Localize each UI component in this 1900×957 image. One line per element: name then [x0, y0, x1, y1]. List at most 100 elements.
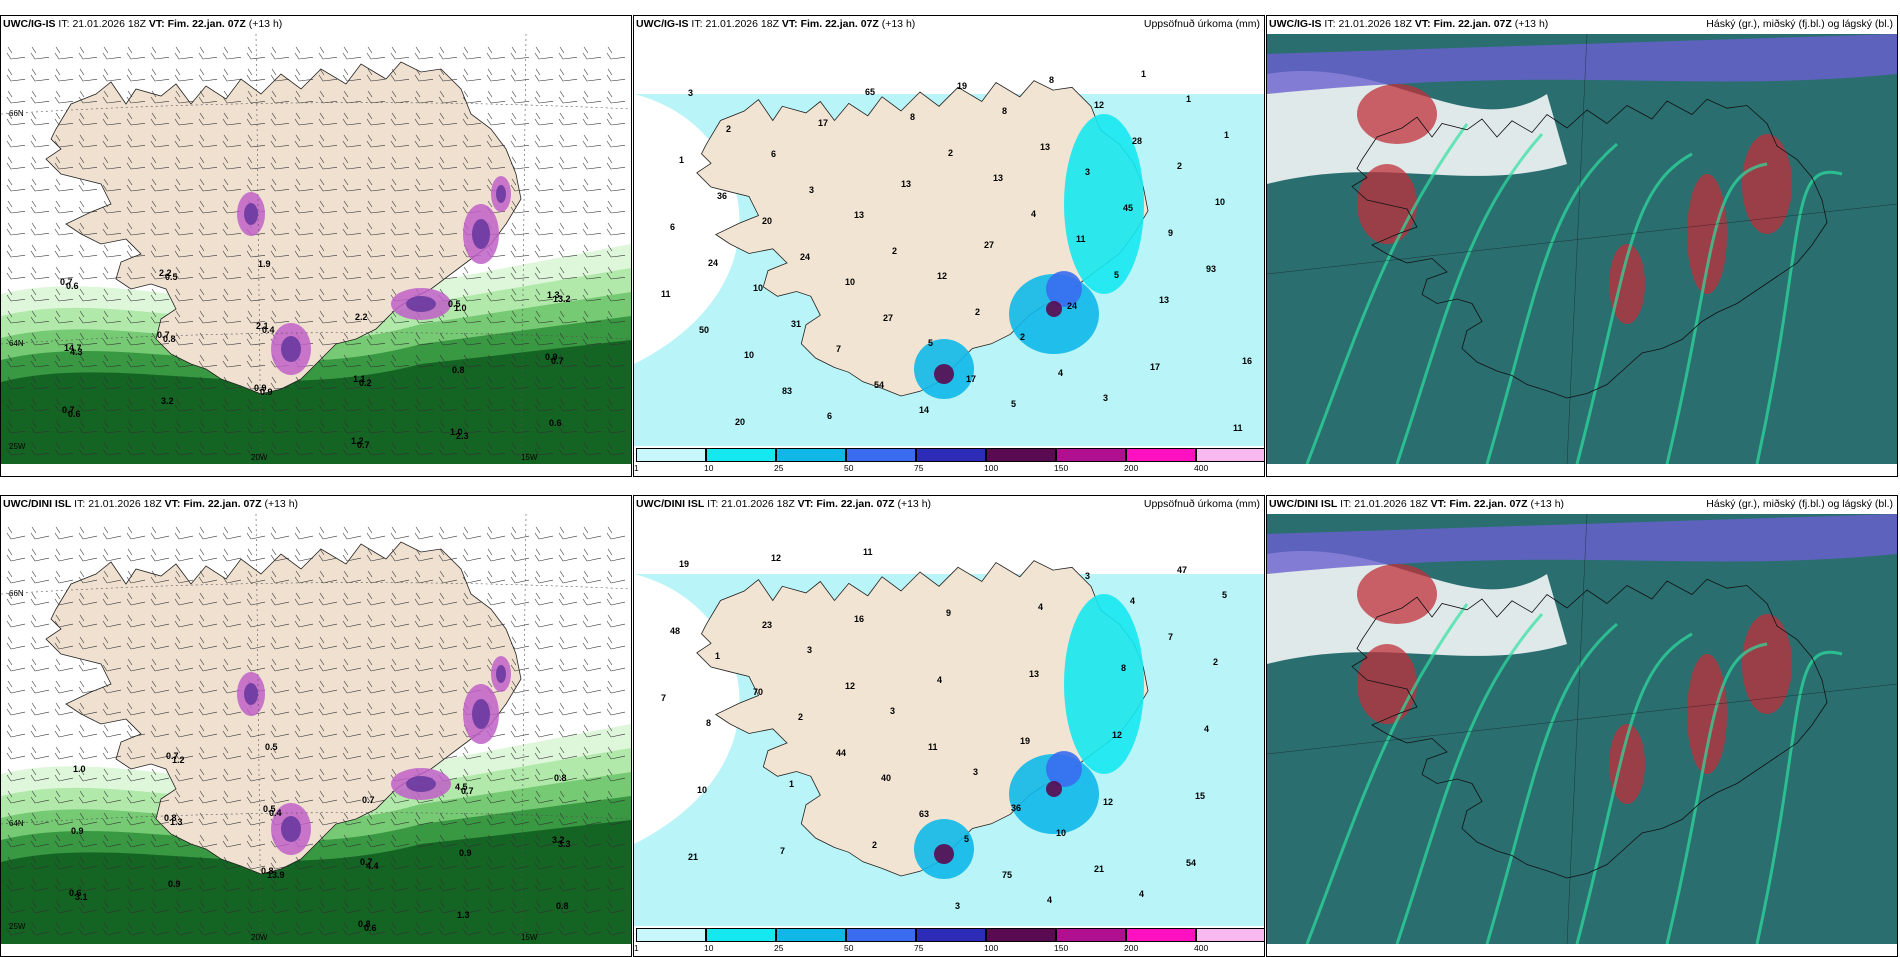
wind-barb: [438, 812, 458, 826]
wind-barb: [294, 310, 314, 324]
wind-barb: [150, 68, 170, 82]
wind-barb: [462, 592, 482, 606]
wind-barb: [582, 266, 602, 280]
wind-barb: [270, 68, 290, 82]
wind-barb: [102, 922, 122, 936]
wind-map[interactable]: 66N 64N 25W 20W 15W 0.8 0.8 0.8 4.5 3.2 0.6 0.7 0.5 0…: [1, 514, 631, 944]
wind-barb: [582, 702, 602, 716]
wind-barb: [318, 636, 338, 650]
wind-barb: [582, 878, 602, 892]
wind-barb: [438, 178, 458, 192]
wind-barb: [582, 614, 602, 628]
wind-barb: [486, 856, 506, 870]
wind-barb: [414, 570, 434, 584]
wind-barb: [510, 658, 530, 672]
wind-barb: [102, 768, 122, 782]
wind-barb: [582, 354, 602, 368]
wind-barb: [54, 548, 74, 562]
storm-core: [496, 665, 506, 683]
wind-barb: [318, 156, 338, 170]
low-cloud-core: [1687, 174, 1727, 294]
wind-barb: [222, 354, 242, 368]
wind-barb: [606, 636, 626, 650]
precip-value-label: 93: [1206, 264, 1216, 274]
cloud-edge: [1485, 622, 1618, 944]
wind-barb: [54, 244, 74, 258]
precip-value-label: 19: [679, 559, 689, 569]
wind-barb: [606, 134, 626, 148]
wind-barb: [198, 570, 218, 584]
wind-barb: [198, 922, 218, 936]
wind-barb: [54, 592, 74, 606]
wind-barb: [246, 266, 266, 280]
wind-barb: [54, 658, 74, 672]
wind-barb: [390, 922, 410, 936]
wind-barb: [318, 746, 338, 760]
wind-barb: [6, 526, 26, 540]
wind-barb: [78, 878, 98, 892]
wind-barb: [126, 266, 146, 280]
wind-barb: [462, 570, 482, 584]
wind-barb: [414, 442, 434, 456]
wind-barb: [318, 442, 338, 456]
wind-barb: [6, 790, 26, 804]
wind-barb: [54, 68, 74, 82]
precip-value-label: 6: [827, 411, 832, 421]
wind-barb: [6, 178, 26, 192]
wind-barb: [6, 332, 26, 346]
wind-barb: [222, 768, 242, 782]
wind-barb: [606, 178, 626, 192]
wind-barb: [198, 768, 218, 782]
wind-value-label: 0.9: [168, 879, 181, 889]
precip-value-label: 24: [708, 258, 718, 268]
wind-barb: [558, 376, 578, 390]
wind-map[interactable]: 66N 64N 25W 20W 15W 0.7 0.7 0.9 1.2 0.5 0.9 0.7 2.2 2…: [1, 34, 631, 464]
panel-precip-top: UWC/IG-IS IT: 21.01.2026 18Z VT: Fim. 22…: [633, 15, 1265, 477]
wind-barb: [582, 200, 602, 214]
wind-barb: [510, 134, 530, 148]
wind-barb: [222, 592, 242, 606]
wind-barb: [30, 658, 50, 672]
precip-map[interactable]: 3 6 13 12 2 3 1 1 20 10 5 5 12 2 6 10 7 14 8 3 9 11 10 6 8 13 11 13…: [634, 34, 1264, 446]
wind-barb: [6, 834, 26, 848]
storm-core: [406, 296, 436, 312]
wind-barb: [294, 200, 314, 214]
wind-barb: [342, 570, 362, 584]
wind-barb: [318, 310, 338, 324]
precip-colorbar: 1 10 25 50 75 100 150 200 400: [634, 928, 1264, 956]
wind-barb: [126, 178, 146, 192]
wind-barb: [318, 922, 338, 936]
wind-barb: [270, 922, 290, 936]
cloud-map[interactable]: [1267, 34, 1897, 464]
wind-value-label: 0.7: [60, 277, 73, 287]
precip-value-label: 3: [1085, 571, 1090, 581]
wind-barb: [174, 526, 194, 540]
wind-barb: [6, 200, 26, 214]
wind-barb: [102, 354, 122, 368]
wind-barb: [294, 398, 314, 412]
colorbar-swatch: [1126, 928, 1196, 942]
colorbar-swatch: [1056, 448, 1126, 462]
precip-value-label: 83: [782, 386, 792, 396]
wind-barb: [126, 922, 146, 936]
wind-value-label: 0.4: [262, 325, 275, 335]
wind-barb: [174, 90, 194, 104]
wind-barb: [174, 178, 194, 192]
wind-barb: [438, 156, 458, 170]
wind-barb: [510, 68, 530, 82]
wind-barb: [222, 112, 242, 126]
wind-barb: [126, 548, 146, 562]
wind-barb: [126, 834, 146, 848]
precip-value-label: 4: [937, 675, 942, 685]
cloud-map[interactable]: [1267, 514, 1897, 944]
wind-value-label: 0.8: [164, 813, 177, 823]
wind-barb: [534, 702, 554, 716]
precip-value-label: 15: [1195, 791, 1205, 801]
wind-barb: [510, 900, 530, 914]
precip-map[interactable]: 3 3 3 10 4 5 1 2 40 5 4 4 2 8 1 2 3 4 8 4 10 7 11 9 13 12 15 21 12 16…: [634, 514, 1264, 926]
storm-core: [496, 185, 506, 203]
wind-barb: [582, 570, 602, 584]
wind-barb: [510, 922, 530, 936]
wind-value-label: 0.8: [163, 334, 176, 344]
wind-barb: [390, 244, 410, 258]
